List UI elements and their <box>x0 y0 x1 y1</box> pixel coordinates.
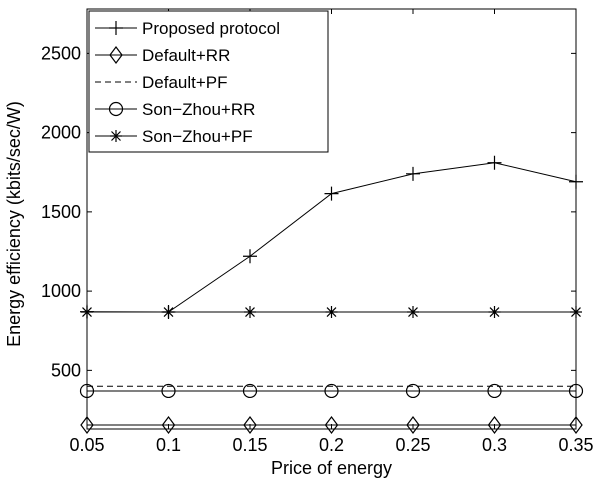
series-2-marker <box>243 416 257 435</box>
series-2-marker <box>80 416 94 435</box>
series-4-marker <box>405 383 421 399</box>
series-2-marker <box>487 416 502 435</box>
series-4-marker <box>324 383 339 399</box>
y-tick-label: 1500 <box>41 202 81 222</box>
y-axis: 500 1000 1500 2000 2500 <box>41 43 576 380</box>
y-tick-label: 2000 <box>41 123 81 143</box>
series-5-marker <box>407 306 419 319</box>
series-5-marker <box>244 306 256 319</box>
y-tick-label: 1000 <box>41 281 81 301</box>
y-tick-label: 500 <box>51 360 81 380</box>
x-tick-label: 0.05 <box>69 435 104 455</box>
legend-item-1: Proposed protocol <box>95 19 280 38</box>
series-4-marker <box>487 383 502 399</box>
series-2-marker <box>161 416 176 435</box>
series-1-marker <box>243 249 257 264</box>
legend: Proposed protocol Default+RR Default+PF Son… <box>88 10 329 153</box>
legend-marker <box>110 130 122 142</box>
x-axis-label: Price of energy <box>271 458 392 478</box>
legend-label: Default+PF <box>142 73 228 92</box>
x-tick-label: 0.2 <box>319 435 344 455</box>
legend-item-4: Son−Zhou+RR <box>95 100 255 119</box>
legend-label: Son−Zhou+PF <box>142 127 253 146</box>
legend-marker <box>108 101 124 117</box>
y-axis-label: Energy efficiency (kbits/sec/W) <box>4 101 24 347</box>
y-tick-label: 2500 <box>41 43 81 63</box>
legend-label: Son−Zhou+RR <box>142 100 255 119</box>
legend-item-3: Default+PF <box>95 73 228 92</box>
series-2-marker <box>324 416 339 435</box>
legend-marker <box>109 46 123 64</box>
legend-label: Default+RR <box>142 46 230 65</box>
series-1-marker <box>324 186 339 201</box>
series-5-marker <box>325 306 338 319</box>
legend-item-5: Son−Zhou+PF <box>95 127 253 146</box>
x-tick-label: 0.35 <box>558 435 593 455</box>
series-4-marker <box>242 383 258 399</box>
series-4-marker <box>161 383 176 399</box>
x-tick-label: 0.15 <box>232 435 267 455</box>
series-1-marker <box>406 166 420 181</box>
legend-label: Proposed protocol <box>142 19 280 38</box>
x-tick-label: 0.25 <box>395 435 430 455</box>
series-5-marker <box>162 306 175 319</box>
x-axis: 0.05 0.1 0.15 0.2 0.25 0.3 0.35 <box>69 9 594 455</box>
series-1-marker <box>487 155 502 170</box>
legend-marker <box>109 21 123 35</box>
series-2-marker <box>406 416 420 435</box>
series-5-marker <box>488 306 501 319</box>
series-2-marker <box>569 416 583 435</box>
x-tick-label: 0.3 <box>482 435 507 455</box>
legend-item-2: Default+RR <box>95 46 230 65</box>
x-tick-label: 0.1 <box>156 435 181 455</box>
